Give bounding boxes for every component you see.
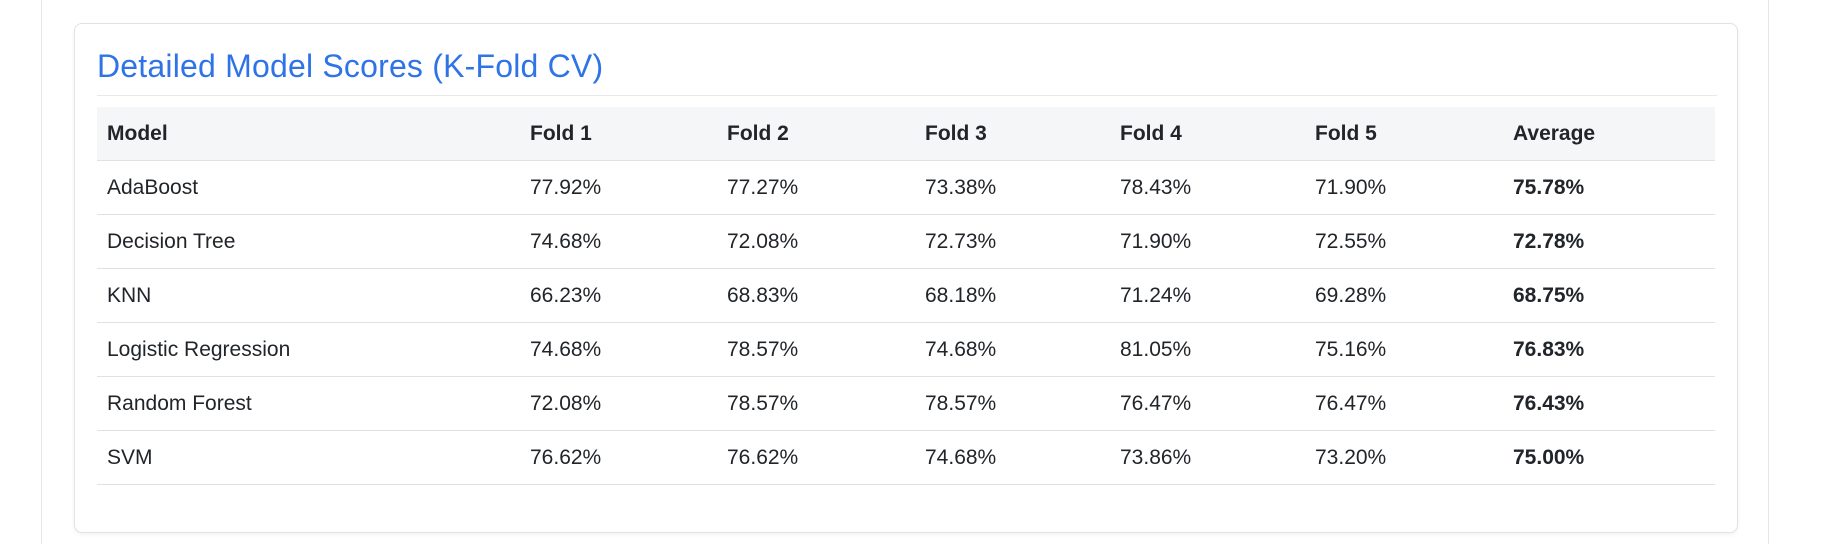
cell-average: 76.83%	[1503, 322, 1715, 377]
column-header-fold-2: Fold 2	[717, 107, 915, 161]
column-header-average: Average	[1503, 107, 1715, 161]
cell-fold-1: 77.92%	[520, 160, 717, 215]
cell-average: 75.00%	[1503, 430, 1715, 485]
cell-fold-5: 71.90%	[1305, 160, 1503, 215]
cell-fold-2: 68.83%	[717, 268, 915, 323]
cell-model: Logistic Regression	[97, 322, 520, 377]
column-header-fold-5: Fold 5	[1305, 107, 1503, 161]
cell-fold-5: 72.55%	[1305, 214, 1503, 269]
cell-fold-2: 76.62%	[717, 430, 915, 485]
cell-fold-1: 66.23%	[520, 268, 717, 323]
cell-fold-5: 76.47%	[1305, 376, 1503, 431]
cell-model: Decision Tree	[97, 214, 520, 269]
model-scores-card: Detailed Model Scores (K-Fold CV) Model …	[74, 23, 1738, 533]
cell-fold-3: 74.68%	[915, 430, 1110, 485]
cell-fold-1: 74.68%	[520, 214, 717, 269]
cell-fold-1: 74.68%	[520, 322, 717, 377]
cell-average: 68.75%	[1503, 268, 1715, 323]
column-header-fold-1: Fold 1	[520, 107, 717, 161]
cell-fold-1: 72.08%	[520, 376, 717, 431]
table-row: AdaBoost 77.92% 77.27% 73.38% 78.43% 71.…	[97, 160, 1715, 215]
column-header-fold-4: Fold 4	[1110, 107, 1305, 161]
cell-model: Random Forest	[97, 376, 520, 431]
cell-fold-5: 75.16%	[1305, 322, 1503, 377]
cell-fold-2: 72.08%	[717, 214, 915, 269]
title-divider	[97, 95, 1717, 96]
cell-fold-3: 68.18%	[915, 268, 1110, 323]
cell-fold-4: 76.47%	[1110, 376, 1305, 431]
cell-fold-4: 81.05%	[1110, 322, 1305, 377]
cell-model: KNN	[97, 268, 520, 323]
cell-average: 75.78%	[1503, 160, 1715, 215]
cell-fold-5: 73.20%	[1305, 430, 1503, 485]
card-title: Detailed Model Scores (K-Fold CV)	[97, 48, 604, 84]
column-header-fold-3: Fold 3	[915, 107, 1110, 161]
cell-fold-3: 72.73%	[915, 214, 1110, 269]
cell-fold-3: 73.38%	[915, 160, 1110, 215]
table-row: Logistic Regression 74.68% 78.57% 74.68%…	[97, 322, 1715, 377]
cell-fold-4: 71.24%	[1110, 268, 1305, 323]
cell-fold-3: 74.68%	[915, 322, 1110, 377]
cell-fold-2: 78.57%	[717, 322, 915, 377]
cell-average: 72.78%	[1503, 214, 1715, 269]
cell-fold-1: 76.62%	[520, 430, 717, 485]
cell-fold-5: 69.28%	[1305, 268, 1503, 323]
cell-fold-2: 78.57%	[717, 376, 915, 431]
cell-model: AdaBoost	[97, 160, 520, 215]
cell-fold-4: 71.90%	[1110, 214, 1305, 269]
cell-model: SVM	[97, 430, 520, 485]
model-scores-table: Model Fold 1 Fold 2 Fold 3 Fold 4 Fold 5…	[97, 107, 1715, 485]
table-row: SVM 76.62% 76.62% 74.68% 73.86% 73.20% 7…	[97, 430, 1715, 485]
cell-fold-4: 78.43%	[1110, 160, 1305, 215]
table-row: Decision Tree 74.68% 72.08% 72.73% 71.90…	[97, 214, 1715, 269]
cell-fold-2: 77.27%	[717, 160, 915, 215]
table-row: Random Forest 72.08% 78.57% 78.57% 76.47…	[97, 376, 1715, 431]
table-header-row: Model Fold 1 Fold 2 Fold 3 Fold 4 Fold 5…	[97, 107, 1715, 161]
cell-fold-4: 73.86%	[1110, 430, 1305, 485]
table-row: KNN 66.23% 68.83% 68.18% 71.24% 69.28% 6…	[97, 268, 1715, 323]
cell-fold-3: 78.57%	[915, 376, 1110, 431]
column-header-model: Model	[97, 107, 520, 161]
cell-average: 76.43%	[1503, 376, 1715, 431]
